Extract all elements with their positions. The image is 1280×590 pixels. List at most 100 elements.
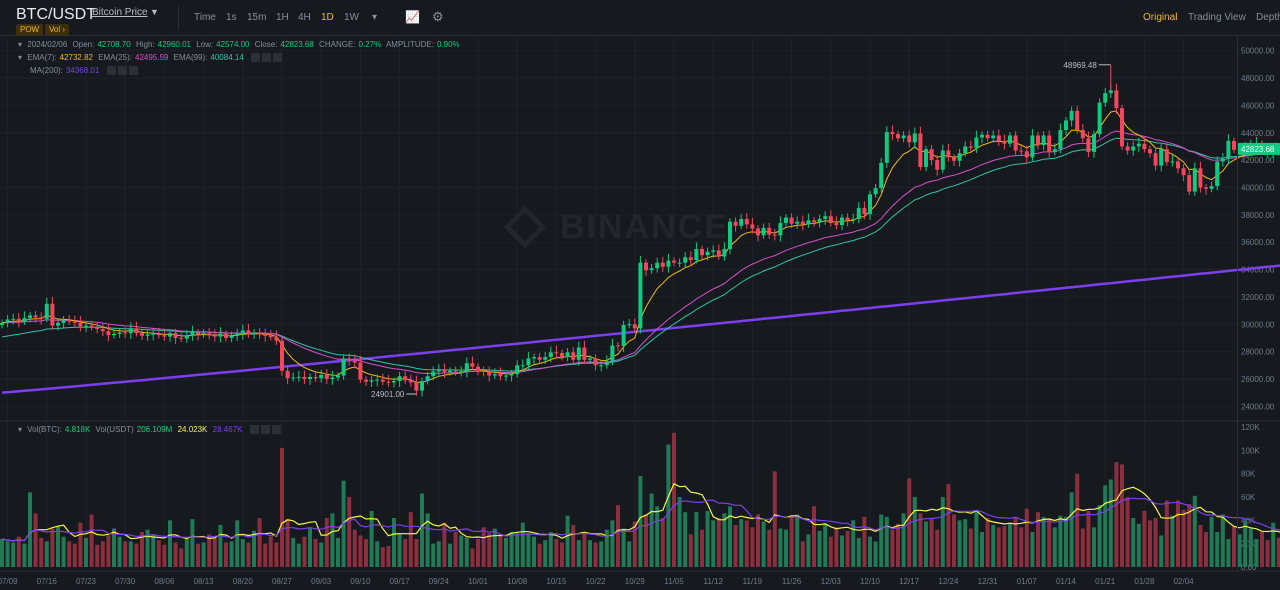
- candle-body: [162, 335, 167, 337]
- volume-bar: [134, 543, 139, 567]
- settings-icon[interactable]: [262, 53, 272, 63]
- bitcoin-price-link[interactable]: Bitcoin Price: [92, 7, 148, 18]
- volume-bar: [235, 520, 240, 567]
- vol-ma2-value: 28.467K: [212, 425, 243, 434]
- volume-bar: [761, 521, 766, 567]
- hide-icon[interactable]: [251, 53, 261, 63]
- last-price-label: 42823.68: [1241, 145, 1275, 154]
- candle-body: [274, 337, 279, 341]
- timeframe-15m[interactable]: 15m: [247, 12, 267, 23]
- indicator-icon[interactable]: 📈: [405, 10, 420, 24]
- volume-bar: [39, 537, 44, 567]
- volume-bar: [705, 511, 710, 567]
- ema99-label: EMA(99):: [173, 53, 208, 62]
- volume-bar: [319, 542, 324, 567]
- volume-bar: [268, 536, 273, 567]
- volume-bar: [324, 518, 329, 567]
- timeframe-1d[interactable]: 1D: [321, 12, 334, 23]
- volume-bar: [1220, 514, 1225, 567]
- hide-icon[interactable]: [106, 66, 116, 76]
- timeframe-time[interactable]: Time: [194, 12, 216, 23]
- volume-bar: [806, 534, 811, 567]
- candle-body: [145, 334, 150, 336]
- ma200-line: [1, 264, 1280, 394]
- timeframe-4h[interactable]: 4H: [298, 12, 311, 23]
- volume-bar: [1204, 532, 1208, 567]
- volume-bar: [285, 519, 290, 567]
- volume-bar: [207, 534, 212, 567]
- candle-body: [1153, 153, 1158, 166]
- collapse-caret-icon[interactable]: ▾: [18, 40, 23, 49]
- volume-bar: [313, 539, 318, 567]
- candle-body: [856, 207, 861, 219]
- time-tick-label: 10/01: [468, 577, 489, 586]
- tab-trading-view[interactable]: Trading View: [1188, 12, 1246, 23]
- candle-body: [716, 250, 721, 257]
- settings-icon[interactable]: [260, 425, 270, 435]
- candle-body: [1036, 135, 1040, 146]
- close-icon[interactable]: [128, 66, 138, 76]
- timeframe-1w[interactable]: 1W: [344, 12, 359, 23]
- volume-tick-label: 80K: [1241, 470, 1256, 479]
- tab-depth[interactable]: Depth: [1256, 12, 1280, 23]
- volume-bar: [442, 522, 447, 567]
- volume-bar: [576, 540, 581, 567]
- volume-bar: [593, 542, 598, 567]
- candle-body: [1148, 149, 1152, 154]
- open-value: 42708.70: [97, 40, 131, 49]
- volume-bar: [296, 543, 301, 567]
- collapse-caret-icon[interactable]: ▾: [18, 425, 23, 434]
- time-tick-label: 10/22: [586, 577, 607, 586]
- volume-bar: [487, 533, 492, 567]
- ema7-label: EMA(7):: [27, 53, 57, 62]
- candle-body: [420, 381, 424, 391]
- timeframe-1s[interactable]: 1s: [226, 12, 237, 23]
- candle-body: [968, 146, 973, 148]
- volume-bar: [649, 493, 654, 567]
- candle-body: [884, 132, 889, 163]
- candle-body: [397, 376, 402, 382]
- candle-body: [1047, 135, 1052, 152]
- candle-body: [554, 352, 559, 354]
- volume-bar: [168, 520, 172, 567]
- volume-bar: [240, 539, 245, 567]
- volume-bar: [145, 529, 150, 567]
- settings-icon[interactable]: [117, 66, 127, 76]
- tab-original[interactable]: Original: [1143, 12, 1178, 23]
- volume-bar: [571, 525, 576, 567]
- volume-bar: [918, 513, 923, 567]
- volume-bar: [599, 541, 604, 567]
- volume-tick-label: 40K: [1241, 516, 1256, 525]
- chevron-down-icon[interactable]: ▼: [150, 7, 159, 17]
- volume-bar: [616, 505, 620, 567]
- candle-body: [644, 262, 648, 271]
- candle-body: [1008, 135, 1012, 144]
- volume-bar: [1108, 479, 1113, 567]
- price-axis[interactable]: [1237, 37, 1280, 570]
- gear-icon[interactable]: ⚙: [432, 9, 444, 24]
- volume-bar: [929, 518, 934, 567]
- vol-usdt-value: 206.109M: [136, 425, 173, 434]
- volume-bar: [123, 541, 128, 567]
- volume-bar: [11, 542, 16, 567]
- timeframe-1h[interactable]: 1H: [276, 12, 289, 23]
- candle-body: [1131, 146, 1136, 151]
- close-icon[interactable]: [273, 53, 283, 63]
- volume-bar: [179, 548, 184, 567]
- more-timeframes-chevron-icon[interactable]: ▾: [372, 12, 378, 23]
- candle-body: [728, 221, 732, 250]
- candle-body: [252, 332, 256, 335]
- time-tick-label: 02/04: [1174, 577, 1195, 586]
- collapse-caret-icon[interactable]: ▾: [18, 53, 23, 62]
- candle-body: [285, 370, 290, 379]
- volume-bar: [509, 532, 514, 567]
- candle-body: [806, 220, 811, 225]
- volume-bar: [291, 537, 296, 567]
- volume-bar: [224, 542, 228, 567]
- hide-icon[interactable]: [249, 425, 259, 435]
- candle-body: [924, 149, 928, 167]
- close-icon[interactable]: [271, 425, 281, 435]
- vol-badge[interactable]: Vol ›: [45, 24, 70, 35]
- candle-body: [532, 357, 536, 359]
